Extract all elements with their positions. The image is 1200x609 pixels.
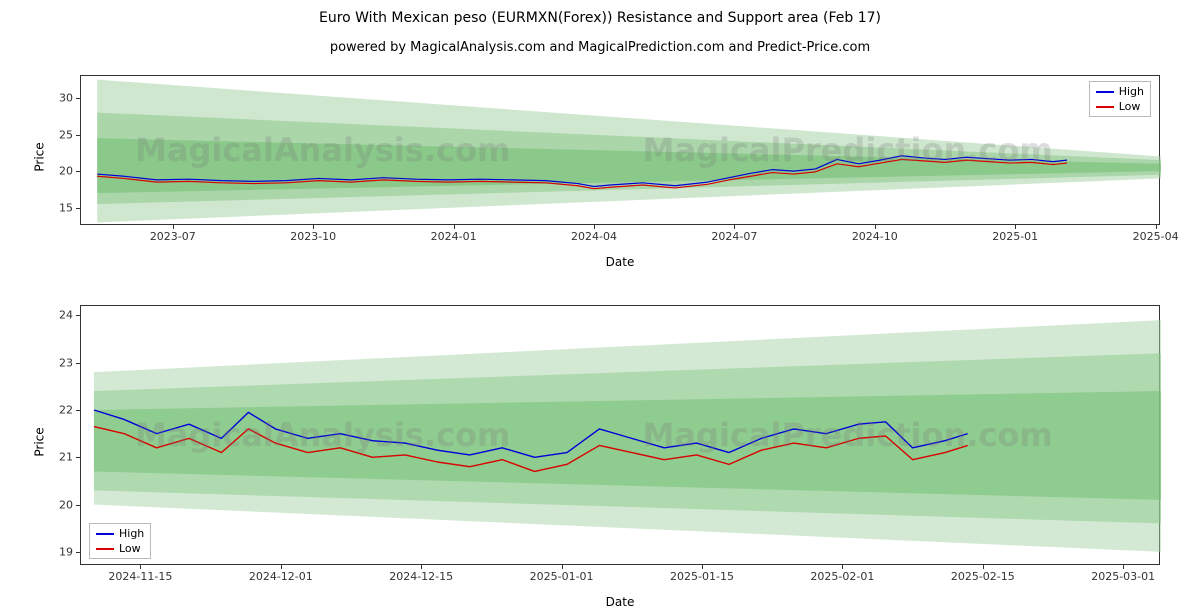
chart-legend: High Low [1089,81,1151,117]
x-tick-label: 2025-04 [1133,224,1179,243]
x-tick-label: 2025-01 [992,224,1038,243]
chart-legend: High Low [89,523,151,559]
y-tick-label: 23 [59,356,81,369]
y-tick-label: 19 [59,545,81,558]
x-tick-label: 2024-10 [852,224,898,243]
x-tick-label: 2024-12-15 [389,564,453,583]
x-tick-label: 2025-03-01 [1091,564,1155,583]
legend-label: High [119,527,144,540]
x-axis-label-bottom: Date [80,595,1160,609]
y-tick-label: 30 [59,91,81,104]
y-tick-label: 20 [59,165,81,178]
x-tick-label: 2025-02-01 [810,564,874,583]
y-tick-label: 22 [59,404,81,417]
x-tick-label: 2025-02-15 [951,564,1015,583]
x-tick-label: 2024-11-15 [108,564,172,583]
legend-label: Low [1119,100,1141,113]
legend-swatch [96,548,114,550]
legend-item: High [1096,85,1144,98]
chart-panel-top: MagicalAnalysis.comMagicalPrediction.com… [80,75,1160,225]
chart-subtitle: powered by MagicalAnalysis.com and Magic… [0,40,1200,55]
x-tick-label: 2025-01-01 [530,564,594,583]
y-tick-label: 20 [59,498,81,511]
y-axis-label-top: Price [33,142,47,171]
x-tick-label: 2025-01-15 [670,564,734,583]
chart-svg [81,306,1161,566]
y-tick-label: 15 [59,201,81,214]
chart-main-title: Euro With Mexican peso (EURMXN(Forex)) R… [0,10,1200,26]
x-axis-label-top: Date [80,255,1160,269]
x-tick-label: 2024-12-01 [249,564,313,583]
chart-panel-bottom: MagicalAnalysis.comMagicalPrediction.com… [80,305,1160,565]
legend-item: High [96,527,144,540]
legend-swatch [96,533,114,535]
legend-item: Low [96,542,144,555]
legend-swatch [1096,106,1114,108]
legend-item: Low [1096,100,1144,113]
x-tick-label: 2024-04 [571,224,617,243]
y-tick-label: 24 [59,309,81,322]
x-tick-label: 2024-07 [711,224,757,243]
x-tick-label: 2023-07 [150,224,196,243]
y-tick-label: 21 [59,451,81,464]
y-tick-label: 25 [59,128,81,141]
legend-label: Low [119,542,141,555]
y-axis-label-bottom: Price [33,427,47,456]
x-tick-label: 2024-01 [431,224,477,243]
x-tick-label: 2023-10 [290,224,336,243]
legend-swatch [1096,91,1114,93]
chart-svg [81,76,1161,226]
legend-label: High [1119,85,1144,98]
